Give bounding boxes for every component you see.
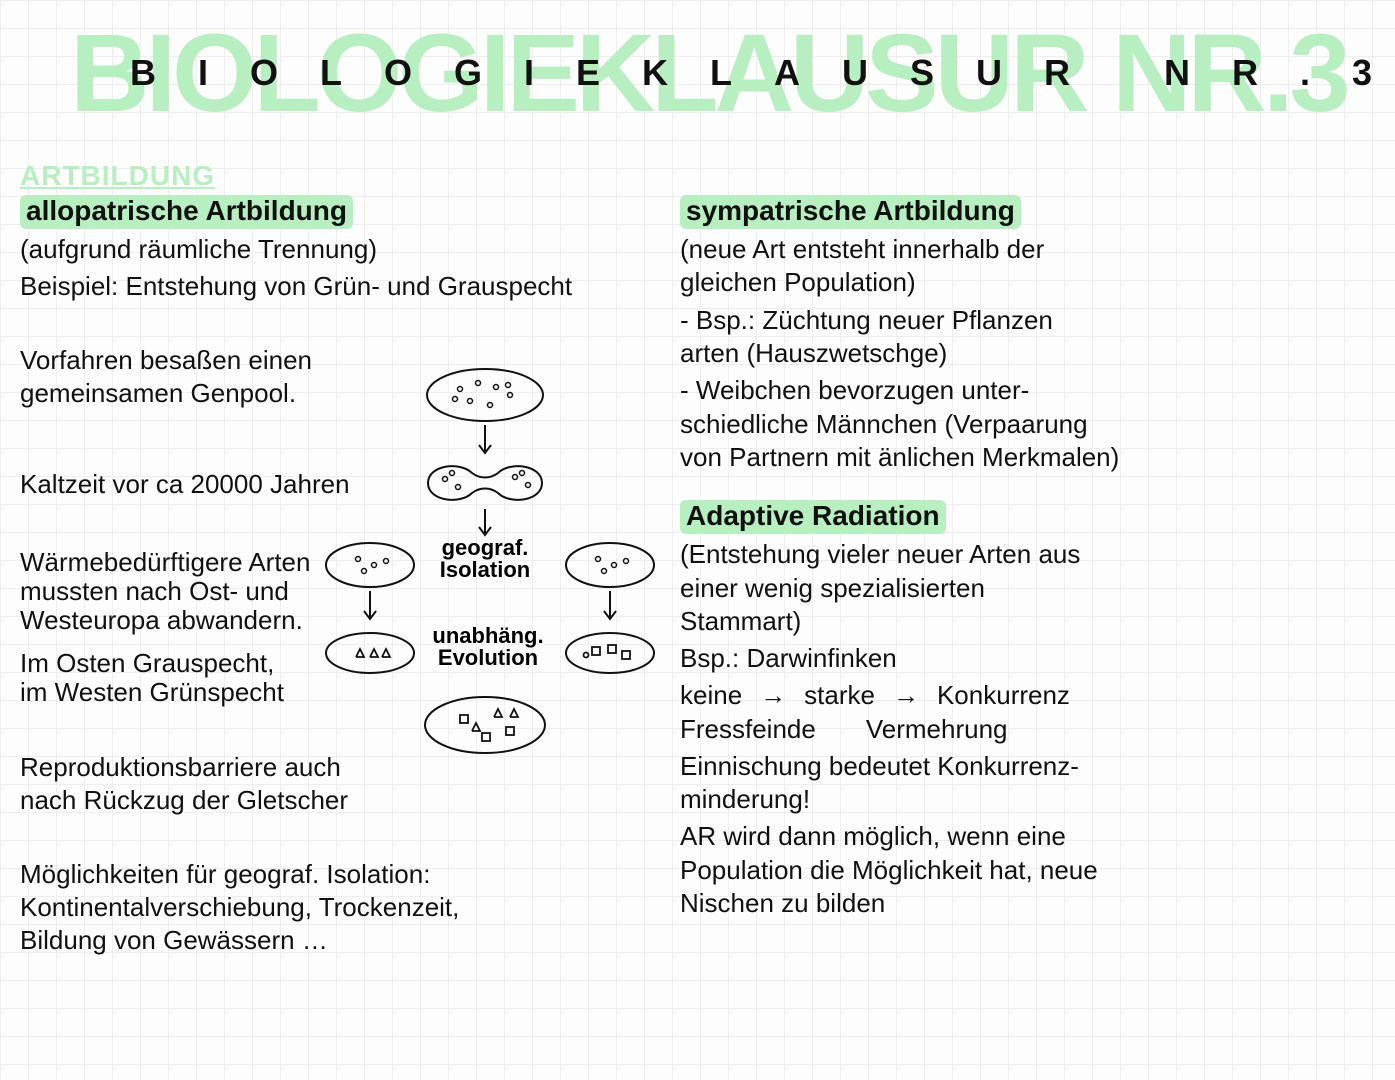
right-a1a: (Entstehung vieler neuer Arten aus bbox=[680, 538, 1385, 571]
section-heading-artbildung: ARTBILDUNG bbox=[20, 160, 215, 192]
left-p6b: Kontinentalverschiebung, Trockenzeit, bbox=[20, 891, 660, 924]
left-sub2: Beispiel: Entstehung von Grün- und Graus… bbox=[20, 270, 660, 303]
heading-allopatrische: allopatrische Artbildung bbox=[20, 195, 353, 229]
right-s3b: schiedliche Männchen (Verpaarung bbox=[680, 408, 1385, 441]
left-p6c: Bildung von Gewässern … bbox=[20, 924, 660, 957]
right-flow-row1: keine → starke → Konkurrenz bbox=[680, 679, 1385, 712]
page-title: BIOLOGIEKLAUSUR NR.3 BIOLOGIEKLAUSUR NR.… bbox=[0, 10, 1395, 140]
right-a2: Bsp.: Darwinfinken bbox=[680, 642, 1385, 675]
diagram-label-evolution: Evolution bbox=[438, 645, 538, 670]
right-s1a: (neue Art entsteht innerhalb der bbox=[680, 233, 1385, 266]
flow-vermehrung: Vermehrung bbox=[866, 713, 1008, 746]
right-a3b: minderung! bbox=[680, 783, 1385, 816]
right-s1b: gleichen Population) bbox=[680, 266, 1385, 299]
right-flow-row2: Fressfeinde Vermehrung bbox=[680, 713, 1385, 746]
right-s2a: - Bsp.: Züchtung neuer Pflanzen bbox=[680, 304, 1385, 337]
flow-fressfeinde: Fressfeinde bbox=[680, 713, 816, 746]
right-s2b: arten (Hauszwetschge) bbox=[680, 337, 1385, 370]
right-a1b: einer wenig spezialisierten bbox=[680, 572, 1385, 605]
right-s3a: - Weibchen bevorzugen unter- bbox=[680, 374, 1385, 407]
left-sub1: (aufgrund räumliche Trennung) bbox=[20, 233, 660, 266]
heading-adaptive-radiation: Adaptive Radiation bbox=[680, 500, 946, 534]
diagram-label-isolation: Isolation bbox=[440, 557, 530, 582]
flow-konkurrenz: Konkurrenz bbox=[937, 679, 1070, 712]
right-a4a: AR wird dann möglich, wenn eine bbox=[680, 820, 1385, 853]
flow-starke: starke bbox=[804, 679, 875, 712]
right-a4b: Population die Möglichkeit hat, neue bbox=[680, 854, 1385, 887]
right-a3a: Einnischung bedeutet Konkurrenz- bbox=[680, 750, 1385, 783]
left-p6a: Möglichkeiten für geograf. Isolation: bbox=[20, 858, 660, 891]
speciation-diagram: geograf. Isolation unabhäng. Evolution bbox=[310, 365, 680, 815]
arrow-icon: → bbox=[760, 679, 786, 712]
right-a1c: Stammart) bbox=[680, 605, 1385, 638]
right-column: sympatrische Artbildung (neue Art entste… bbox=[680, 195, 1385, 920]
title-foreground: BIOLOGIEKLAUSUR NR.3 bbox=[130, 52, 1395, 94]
right-s3c: von Partnern mit änlichen Merkmalen) bbox=[680, 441, 1385, 474]
right-a4c: Nischen zu bilden bbox=[680, 887, 1385, 920]
heading-sympatrische: sympatrische Artbildung bbox=[680, 195, 1021, 229]
arrow-icon: → bbox=[893, 679, 919, 712]
flow-keine: keine bbox=[680, 679, 742, 712]
